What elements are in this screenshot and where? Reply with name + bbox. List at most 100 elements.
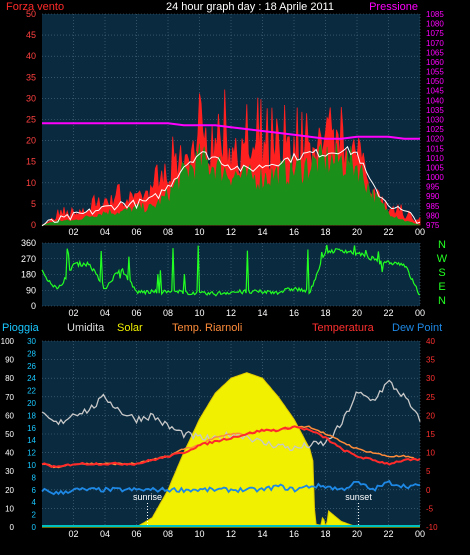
pressure-line xyxy=(42,122,420,140)
bot-x-tick: 22 xyxy=(383,529,393,539)
top-y-tick-pressure: 1065 xyxy=(426,48,444,57)
bot-y-tick-rain: 28 xyxy=(27,349,36,358)
bot-y-tick-temp: 20 xyxy=(426,411,435,420)
top-y-tick-wind: 30 xyxy=(26,93,36,103)
mid-x-tick: 00 xyxy=(415,308,425,318)
dewpoint-line xyxy=(41,479,421,496)
top-y-tick-wind: 15 xyxy=(26,157,36,167)
top-y-tick-pressure: 995 xyxy=(426,183,440,192)
mid-y-tick: 360 xyxy=(21,238,36,248)
top-x-tick: 18 xyxy=(320,227,330,237)
bot-x-tick: 18 xyxy=(320,529,330,539)
top-y-tick-pressure: 1050 xyxy=(426,77,444,86)
bot-y-tick-temp: 35 xyxy=(426,356,435,365)
bot-y-tick-percent: 30 xyxy=(5,467,14,476)
dewpoint-label: Dew Point xyxy=(392,322,442,334)
sunrise-label: sunrise xyxy=(133,492,162,502)
bot-x-tick: 08 xyxy=(163,529,173,539)
temperature-solar-panel: 02 04 06 08 10 12 14 16 18 20 22 000102030405060708… xyxy=(1,337,438,539)
temperature-label: Temperatura xyxy=(312,322,375,334)
bot-y-tick-rain: 26 xyxy=(27,362,36,371)
rain-label: Pioggia xyxy=(2,322,40,334)
top-y-tick-pressure: 1000 xyxy=(426,173,444,182)
bot-y-tick-temp: 10 xyxy=(426,449,435,458)
top-x-tick: 22 xyxy=(383,227,393,237)
sunset-label: sunset xyxy=(345,492,372,502)
bot-y-tick-temp: -10 xyxy=(426,523,438,532)
top-y-tick-wind: 50 xyxy=(26,9,36,19)
solar-label: Solar xyxy=(117,322,143,334)
mid-y-tick: 270 xyxy=(21,254,36,264)
top-y-tick-pressure: 1085 xyxy=(426,10,444,19)
bot-y-tick-temp: 15 xyxy=(426,430,435,439)
top-x-tick: 14 xyxy=(257,227,267,237)
bot-y-tick-temp: 5 xyxy=(426,467,431,476)
top-y-tick-pressure: 1005 xyxy=(426,163,444,172)
compass-label: E xyxy=(438,281,445,293)
bot-x-tick: 14 xyxy=(257,529,267,539)
mid-x-tick: 22 xyxy=(383,308,393,318)
bot-y-tick-percent: 100 xyxy=(1,337,15,346)
top-y-tick-pressure: 980 xyxy=(426,211,440,220)
feels-temp-label: Temp. Riarnoli xyxy=(172,322,242,334)
bot-y-tick-rain: 10 xyxy=(27,461,36,470)
top-y-tick-pressure: 1075 xyxy=(426,29,444,38)
mid-y-tick: 90 xyxy=(26,285,36,295)
wind-pressure-panel: 02 04 06 08 10 12 14 16 18 20 22 000510152025303540… xyxy=(26,9,444,237)
top-y-tick-wind: 35 xyxy=(26,72,36,82)
bot-y-tick-rain: 2 xyxy=(32,511,37,520)
bot-y-tick-rain: 6 xyxy=(32,486,37,495)
mid-x-tick: 20 xyxy=(352,308,362,318)
bot-y-tick-percent: 50 xyxy=(5,430,14,439)
mid-x-tick: 10 xyxy=(194,308,204,318)
bot-x-tick: 20 xyxy=(352,529,362,539)
top-x-tick: 04 xyxy=(100,227,110,237)
bot-y-tick-temp: 40 xyxy=(426,337,435,346)
top-y-tick-pressure: 990 xyxy=(426,192,440,201)
mid-x-tick: 16 xyxy=(289,308,299,318)
mid-y-tick: 0 xyxy=(31,301,36,311)
mid-x-tick: 08 xyxy=(163,308,173,318)
bot-x-tick: 10 xyxy=(194,529,204,539)
bot-y-tick-percent: 20 xyxy=(5,486,14,495)
bot-y-tick-percent: 40 xyxy=(5,449,14,458)
bot-y-tick-rain: 4 xyxy=(32,498,37,507)
top-y-tick-pressure: 1025 xyxy=(426,125,444,134)
temperature-line xyxy=(41,425,421,469)
compass-label: S xyxy=(438,267,445,279)
bot-y-tick-percent: 80 xyxy=(5,374,14,383)
mid-x-tick: 06 xyxy=(131,308,141,318)
wind-avg-line xyxy=(41,145,421,227)
bot-y-tick-percent: 0 xyxy=(10,523,15,532)
bot-y-tick-rain: 18 xyxy=(27,411,36,420)
bot-y-tick-rain: 14 xyxy=(27,436,36,445)
bot-x-tick: 02 xyxy=(68,529,78,539)
wind-speed-label: Forza vento xyxy=(6,1,64,13)
bot-y-tick-percent: 60 xyxy=(5,411,14,420)
pressure-label: Pressione xyxy=(369,1,418,13)
compass-label: W xyxy=(437,253,448,265)
bot-y-tick-temp: 25 xyxy=(426,393,435,402)
top-x-tick: 08 xyxy=(163,227,173,237)
bot-y-tick-rain: 20 xyxy=(27,399,36,408)
top-y-tick-pressure: 1020 xyxy=(426,135,444,144)
top-x-tick: 06 xyxy=(131,227,141,237)
bot-y-tick-rain: 22 xyxy=(27,387,36,396)
top-y-tick-wind: 20 xyxy=(26,136,36,146)
bot-y-tick-rain: 12 xyxy=(27,449,36,458)
top-y-tick-pressure: 1015 xyxy=(426,144,444,153)
top-y-tick-pressure: 985 xyxy=(426,202,440,211)
top-y-tick-wind: 5 xyxy=(31,199,36,209)
top-y-tick-pressure: 1035 xyxy=(426,106,444,115)
bot-y-tick-rain: 30 xyxy=(27,337,36,346)
top-y-tick-pressure: 975 xyxy=(426,221,440,230)
bot-y-tick-rain: 8 xyxy=(32,473,37,482)
bot-y-tick-rain: 0 xyxy=(32,523,37,532)
humidity-label: Umidita xyxy=(67,322,105,334)
mid-x-tick: 18 xyxy=(320,308,330,318)
graph-title: 24 hour graph day : 18 Aprile 2011 xyxy=(166,1,334,13)
wind-direction-line xyxy=(41,244,421,297)
top-x-tick: 00 xyxy=(415,227,425,237)
